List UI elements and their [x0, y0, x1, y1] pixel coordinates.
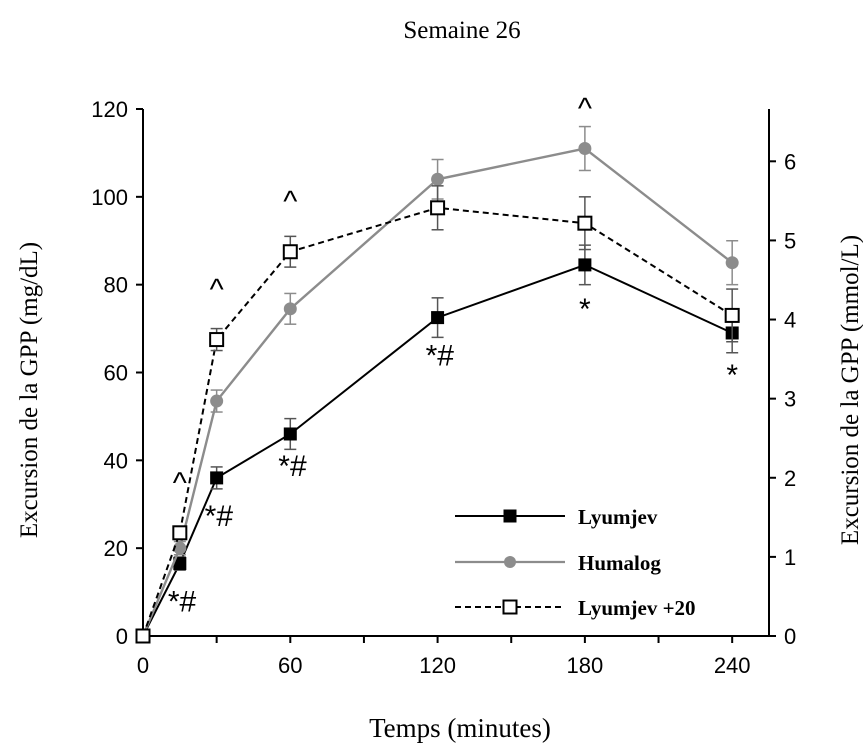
series-lyumjev [136, 244, 739, 643]
legend-label-humalog: Humalog [578, 551, 661, 575]
data-point-lyumjev-20 [282, 244, 298, 260]
data-point-lyumjev-20 [209, 332, 225, 348]
data-point-lyumjev-20 [172, 525, 188, 541]
data-point-lyumjev [431, 311, 445, 325]
annotations: ^ ^ ^ ^ *# *# *# *# * * [168, 93, 739, 619]
data-point-humalog [283, 302, 297, 316]
y-tick-label-right: 0 [784, 624, 796, 649]
legend-marker-lyumjev-20 [502, 599, 518, 615]
x-tick-label: 180 [567, 653, 604, 678]
y-tick-label-right: 3 [784, 387, 796, 412]
x-tick-label: 0 [137, 653, 149, 678]
annotation-marker: * [579, 293, 591, 326]
annotation-marker: ^ [210, 274, 224, 307]
data-point-lyumjev-20 [724, 307, 740, 323]
annotation-marker: *# [168, 586, 197, 619]
y-tick-label-left: 40 [104, 448, 128, 473]
plot-area [135, 125, 740, 644]
legend-label-lyumjev: Lyumjev [578, 505, 658, 529]
data-point-lyumjev [210, 471, 224, 485]
y-tick-label-right: 1 [784, 545, 796, 570]
annotation-marker: * [726, 359, 738, 392]
y-tick-label-right: 2 [784, 466, 796, 491]
x-tick-label: 240 [714, 653, 751, 678]
legend-label-lyumjev-20: Lyumjev +20 [578, 596, 696, 620]
y-tick-label-right: 6 [784, 149, 796, 174]
y-tick-label-left: 0 [116, 624, 128, 649]
annotation-marker: ^ [283, 186, 297, 219]
legend-marker-humalog [504, 556, 516, 568]
annotation-marker: *# [426, 340, 455, 373]
data-point-humalog [431, 172, 445, 186]
y-tick-label-left: 100 [91, 185, 128, 210]
y-axis-label-left: Excursion de la GPP (mg/dL) [16, 242, 43, 538]
annotation-marker: *# [205, 500, 234, 533]
legend-marker-lyumjev [503, 509, 517, 523]
data-point-humalog [725, 256, 739, 270]
annotation-marker: ^ [173, 467, 187, 500]
series-lyumjev-20 [135, 185, 740, 644]
data-point-lyumjev [173, 557, 187, 571]
y-tick-label-left: 60 [104, 361, 128, 386]
data-point-lyumjev-20 [577, 215, 593, 231]
x-axis-label: Temps (minutes) [369, 713, 551, 743]
data-point-lyumjev-20 [135, 628, 151, 644]
data-point-humalog [173, 541, 187, 555]
x-tick-label: 60 [278, 653, 302, 678]
chart-title: Semaine 26 [403, 17, 520, 44]
annotation-marker: ^ [578, 93, 592, 126]
y-tick-label-left: 20 [104, 536, 128, 561]
y-tick-label-right: 5 [784, 228, 796, 253]
data-point-lyumjev-20 [430, 200, 446, 216]
data-point-humalog [210, 394, 224, 408]
data-point-lyumjev [578, 258, 592, 272]
x-tick-label: 120 [419, 653, 456, 678]
y-tick-label-left: 80 [104, 273, 128, 298]
annotation-marker: *# [278, 450, 307, 483]
data-point-humalog [578, 142, 592, 156]
y-axis-label-right: Excursion de la GPP (mmol/L) [837, 235, 863, 545]
y-tick-label-left: 120 [91, 97, 128, 122]
legend: Lyumjev Humalog Lyumjev +20 [455, 505, 696, 620]
data-point-lyumjev [283, 427, 297, 441]
y-tick-label-right: 4 [784, 308, 796, 333]
